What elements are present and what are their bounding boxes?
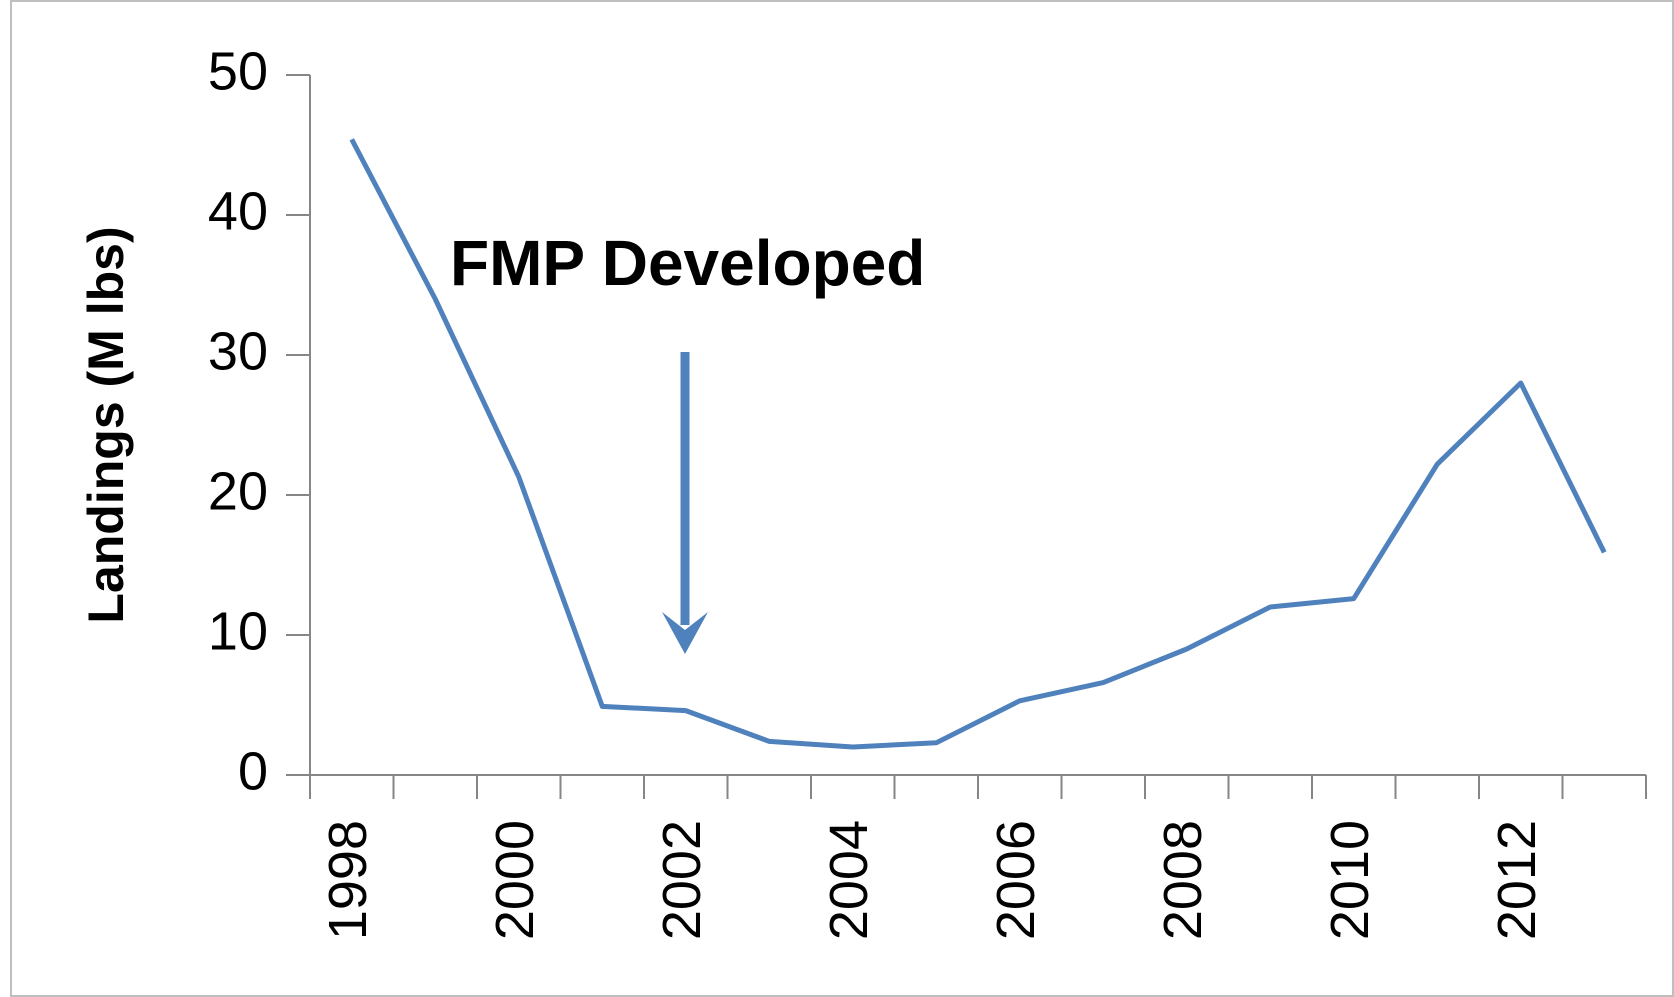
y-tick-label: 20	[208, 461, 268, 521]
x-tick-label: 2000	[485, 820, 545, 940]
x-tick-label: 2006	[986, 820, 1046, 940]
arrow-head	[662, 612, 708, 654]
x-tick-label: 2010	[1320, 820, 1380, 940]
x-tick-label: 2002	[652, 820, 712, 940]
annotation: FMP Developed	[450, 227, 925, 299]
series-line	[349, 138, 1607, 750]
x-tick-label: 2004	[819, 820, 879, 940]
chart-frame	[10, 0, 1674, 997]
x-tick-label: 1998	[318, 820, 378, 940]
y-tick-label: 50	[208, 41, 268, 101]
y-tick-label: 0	[238, 741, 268, 801]
y-tick-label: 40	[208, 181, 268, 241]
annotation-arrow	[662, 352, 708, 654]
y-tick-label: 10	[208, 601, 268, 661]
x-tick-label: 2008	[1153, 820, 1213, 940]
y-axis-title: Landings (M lbs)	[78, 226, 134, 623]
y-tick-label: 30	[208, 321, 268, 381]
x-tick-label: 2012	[1487, 820, 1547, 940]
